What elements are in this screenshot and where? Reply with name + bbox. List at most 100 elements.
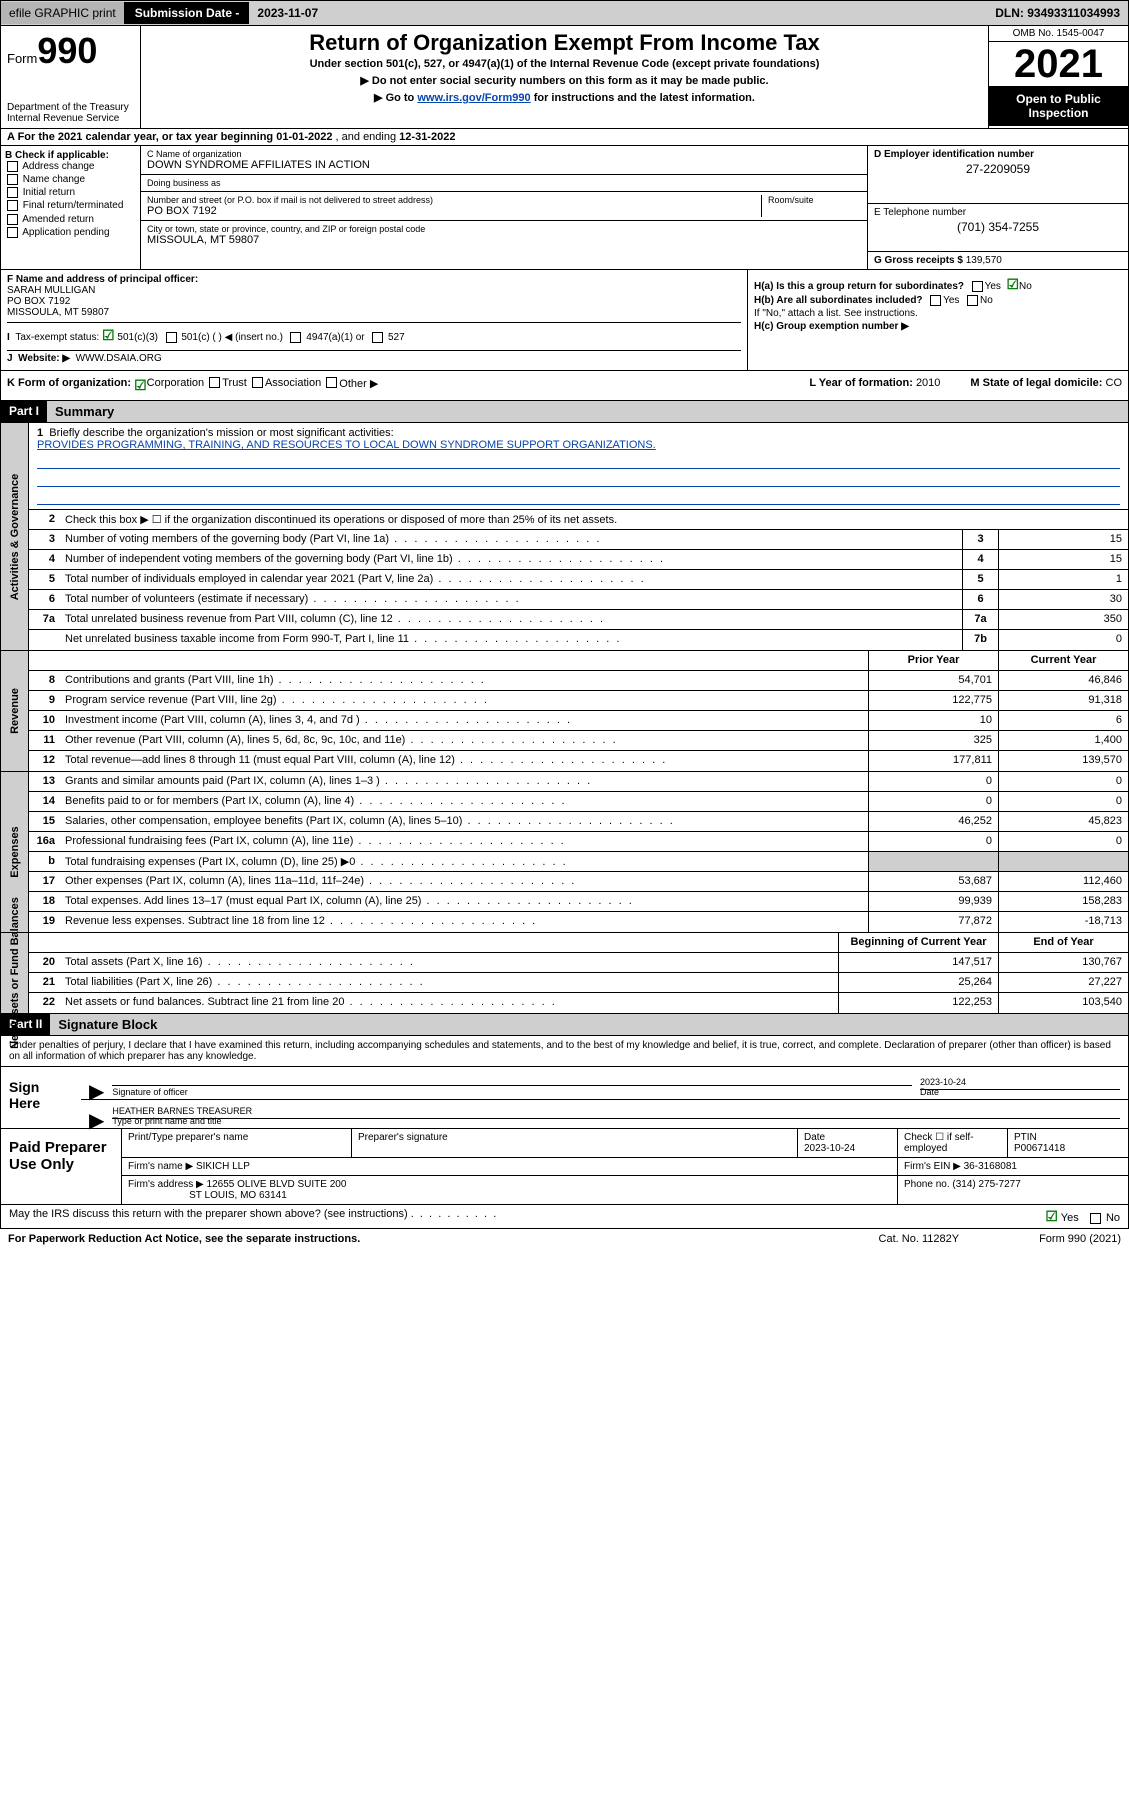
street-label: Number and street (or P.O. box if mail i… <box>147 195 761 205</box>
col-b-item[interactable]: Initial return <box>5 187 136 198</box>
row-a-prefix: A For the 2021 calendar year, or tax yea… <box>7 131 276 143</box>
arrow-icon: ▶ <box>89 1116 104 1126</box>
discuss-no-box[interactable] <box>1090 1213 1101 1224</box>
4947: 4947(a)(1) or <box>306 332 364 343</box>
check-icon: ☑ <box>1006 276 1019 292</box>
ein-value: 27-2209059 <box>874 162 1122 176</box>
ha-yes-box[interactable] <box>972 281 983 292</box>
sig-date-value: 2023-10-24 <box>920 1077 1120 1087</box>
k-trust-box[interactable] <box>209 377 220 388</box>
table-row: 19Revenue less expenses. Subtract line 1… <box>29 912 1128 932</box>
prep-sig-label: Preparer's signature <box>352 1129 798 1157</box>
checkbox-4947[interactable] <box>290 332 301 343</box>
l-label: L Year of formation: <box>809 377 916 389</box>
k-label: K Form of organization: <box>7 377 131 394</box>
hb-yes-box[interactable] <box>930 295 941 306</box>
prep-check-label: Check ☐ if self-employed <box>898 1129 1008 1157</box>
col-b-item[interactable]: Final return/terminated <box>5 200 136 211</box>
mission-text[interactable]: PROVIDES PROGRAMMING, TRAINING, AND RESO… <box>37 439 656 451</box>
row-a: A For the 2021 calendar year, or tax yea… <box>0 129 1129 146</box>
ptin-value: P00671418 <box>1014 1143 1065 1154</box>
prep-name-label: Print/Type preparer's name <box>122 1129 352 1157</box>
efile-label[interactable]: efile GRAPHIC print <box>1 2 125 24</box>
sig-officer-label: Signature of officer <box>112 1085 912 1097</box>
arrow-icon: ▶ <box>89 1087 104 1097</box>
form-title: Return of Organization Exempt From Incom… <box>147 30 982 56</box>
l-val: 2010 <box>916 377 940 389</box>
checkbox-501c[interactable] <box>166 332 177 343</box>
subtitle-2: ▶ Do not enter social security numbers o… <box>147 74 982 87</box>
header-right: OMB No. 1545-0047 2021 Open to Public In… <box>988 26 1128 128</box>
header-left: Form990 Department of the Treasury Inter… <box>1 26 141 128</box>
part2: Part II Signature Block <box>0 1014 1129 1036</box>
header-center: Return of Organization Exempt From Incom… <box>141 26 988 128</box>
hb-note: If "No," attach a list. See instructions… <box>754 308 1122 319</box>
col-b-item[interactable]: Name change <box>5 174 136 185</box>
ha-yes: Yes <box>985 281 1001 292</box>
hc-label: H(c) Group exemption number ▶ <box>754 321 909 332</box>
col-b-item[interactable]: Application pending <box>5 227 136 238</box>
hb-label: H(b) Are all subordinates included? <box>754 295 923 306</box>
firm-addr1: 12655 OLIVE BLVD SUITE 200 <box>207 1179 347 1190</box>
open-inspection: Open to Public Inspection <box>989 86 1128 126</box>
website-value: WWW.DSAIA.ORG <box>76 353 162 364</box>
k-other-box[interactable] <box>326 377 337 388</box>
table-row: bTotal fundraising expenses (Part IX, co… <box>29 852 1128 872</box>
governance-grid: Activities & Governance 1 Briefly descri… <box>0 423 1129 651</box>
ha-no: No <box>1019 281 1032 292</box>
col-b-item[interactable]: Amended return <box>5 214 136 225</box>
table-row: 5Total number of individuals employed in… <box>29 570 1128 590</box>
firm-ein: 36-3168081 <box>964 1161 1017 1172</box>
website-label: Website: ▶ <box>18 353 70 364</box>
city-value: MISSOULA, MT 59807 <box>147 234 861 246</box>
hb-no-box[interactable] <box>967 295 978 306</box>
gross-value: 139,570 <box>966 255 1002 266</box>
prep-phone: (314) 275-7277 <box>952 1179 1020 1190</box>
col-b-item[interactable]: Address change <box>5 161 136 172</box>
paperwork-row: For Paperwork Reduction Act Notice, see … <box>0 1229 1129 1249</box>
revenue-grid: Revenue Prior Year Current Year 8Contrib… <box>0 651 1129 772</box>
k-assoc-box[interactable] <box>252 377 263 388</box>
discuss-no: No <box>1106 1212 1120 1224</box>
hb-no: No <box>980 295 993 306</box>
subtitle-1: Under section 501(c), 527, or 4947(a)(1)… <box>147 58 982 70</box>
check-icon: ☑ <box>102 327 115 343</box>
form-word: Form <box>7 51 37 66</box>
topbar: efile GRAPHIC print Submission Date - 20… <box>0 0 1129 26</box>
m-val: CO <box>1106 377 1123 389</box>
col-h: H(a) Is this a group return for subordin… <box>748 270 1128 370</box>
current-year-header: Current Year <box>998 651 1128 670</box>
line2: Check this box ▶ ☐ if the organization d… <box>61 510 1128 529</box>
dln-label: DLN: <box>995 6 1027 20</box>
tax-year: 2021 <box>989 42 1128 86</box>
table-row: 15Salaries, other compensation, employee… <box>29 812 1128 832</box>
vtab-rev-label: Revenue <box>9 688 21 734</box>
form990-link[interactable]: www.irs.gov/Form990 <box>417 92 530 104</box>
501c: 501(c) ( ) ◀ (insert no.) <box>181 332 283 343</box>
dba-label: Doing business as <box>147 178 861 188</box>
check-icon: ☑ <box>1045 1208 1058 1224</box>
city-label: City or town, state or province, country… <box>147 224 861 234</box>
table-row: 10Investment income (Part VIII, column (… <box>29 711 1128 731</box>
vtab-exp-label: Expenses <box>9 826 21 877</box>
form-header: Form990 Department of the Treasury Inter… <box>0 26 1129 129</box>
col-b-title: B Check if applicable: <box>5 150 109 161</box>
checkbox-527[interactable] <box>372 332 383 343</box>
prep-date-label: Date <box>804 1132 825 1143</box>
col-d: D Employer identification number 27-2209… <box>868 146 1128 269</box>
org-name-label: C Name of organization <box>147 149 861 159</box>
table-row: 9Program service revenue (Part VIII, lin… <box>29 691 1128 711</box>
part1: Part I Summary <box>0 401 1129 423</box>
part1-title: Summary <box>47 401 122 422</box>
ptin-label: PTIN <box>1014 1132 1037 1143</box>
table-row: 17Other expenses (Part IX, column (A), l… <box>29 872 1128 892</box>
officer-label: F Name and address of principal officer: <box>7 274 198 285</box>
col-b: B Check if applicable: Address change Na… <box>1 146 141 269</box>
officer-name-value: HEATHER BARNES TREASURER <box>112 1106 1120 1116</box>
omb-number: OMB No. 1545-0047 <box>989 26 1128 42</box>
dept-treasury: Department of the Treasury <box>7 102 134 113</box>
phone-value: (701) 354-7255 <box>874 220 1122 234</box>
submission-date-label: Submission Date - <box>125 2 250 24</box>
sub3-post: for instructions and the latest informat… <box>531 92 755 104</box>
tax-year-begin: 01-01-2022 <box>276 131 332 143</box>
